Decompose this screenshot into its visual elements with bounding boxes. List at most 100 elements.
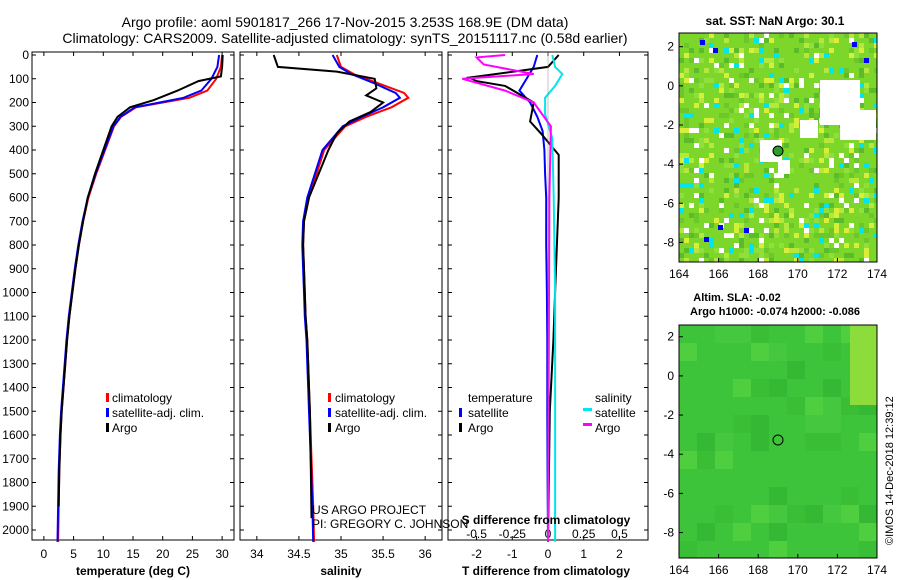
map-cell [814, 53, 819, 58]
map-cell [834, 123, 839, 128]
map-cell [814, 228, 819, 233]
legend-swatch-s-argo [583, 423, 592, 426]
map-cell [824, 133, 829, 138]
map-cell [774, 53, 779, 58]
map-cell [849, 178, 854, 183]
legend-title-temperature: temperature [468, 391, 533, 405]
blue-speck [718, 225, 723, 230]
map-cell [733, 325, 751, 343]
map-cell [759, 228, 764, 233]
salinity-xlabel: salinity [320, 564, 362, 578]
map-cell [729, 163, 734, 168]
map-cell [704, 188, 709, 193]
map-cell [839, 153, 844, 158]
map-cell [744, 73, 749, 78]
map-cell [804, 158, 809, 163]
map-cell [729, 108, 734, 113]
map-cell [744, 218, 749, 223]
map-cell [839, 68, 844, 73]
map-cell [819, 208, 824, 213]
map-cell [714, 213, 719, 218]
blue-speck [713, 48, 718, 53]
map-cell [805, 343, 823, 361]
map-cell [709, 238, 714, 243]
map-cell [809, 228, 814, 233]
map-cell [769, 113, 774, 118]
map-cell [844, 158, 849, 163]
map-cell [729, 213, 734, 218]
map-cell [689, 233, 694, 238]
map-cell [859, 83, 864, 88]
map-cell [769, 505, 787, 523]
map-cell [774, 218, 779, 223]
map-cell [794, 73, 799, 78]
map-cell [829, 253, 834, 258]
map-cell [729, 93, 734, 98]
map-cell [784, 133, 789, 138]
map-cell [769, 213, 774, 218]
map-cell [787, 397, 805, 415]
map-cell [854, 198, 859, 203]
map-cell [814, 208, 819, 213]
map-cell [759, 93, 764, 98]
map-cell [759, 63, 764, 68]
map-y-tick-label: -8 [663, 235, 674, 249]
map-cell [814, 223, 819, 228]
map-x-tick-label: 166 [709, 267, 729, 281]
map-cell [704, 118, 709, 123]
map-cell [699, 258, 704, 262]
map-cell [751, 343, 769, 361]
map-cell [799, 223, 804, 228]
map-cell [839, 163, 844, 168]
map-cell [739, 218, 744, 223]
map-cell [719, 63, 724, 68]
map-cell [754, 118, 759, 123]
map-cell [759, 248, 764, 253]
map-cell [694, 228, 699, 233]
map-cell [679, 163, 684, 168]
map-cell [774, 243, 779, 248]
map-cell [684, 33, 689, 38]
map-cell [854, 193, 859, 198]
map-cell [694, 63, 699, 68]
map-cell [684, 53, 689, 58]
map-cell [764, 218, 769, 223]
map-cell [699, 198, 704, 203]
depth-tick-label: 1500 [2, 404, 29, 418]
map-cell [814, 163, 819, 168]
map-cell [729, 78, 734, 83]
map-cell [824, 148, 829, 153]
map-cell [769, 123, 774, 128]
map-cell [734, 163, 739, 168]
map-cell [689, 73, 694, 78]
map-cell [769, 178, 774, 183]
map-cell [809, 173, 814, 178]
map-cell [734, 193, 739, 198]
map-cell [724, 193, 729, 198]
map-cell [724, 48, 729, 53]
map-cell [784, 188, 789, 193]
map-cell [684, 133, 689, 138]
map-cell [829, 228, 834, 233]
map-cell [729, 173, 734, 178]
map-cell [769, 233, 774, 238]
map-cell [774, 73, 779, 78]
map-cell [809, 258, 814, 262]
map-cell [684, 108, 689, 113]
map-cell [864, 88, 869, 93]
map-cell [823, 343, 841, 361]
map-cell [844, 243, 849, 248]
map-cell [804, 98, 809, 103]
depth-tick-label: 0 [22, 48, 29, 62]
map-cell [774, 173, 779, 178]
map-cell [824, 203, 829, 208]
map-cell [749, 208, 754, 213]
map-cell [694, 78, 699, 83]
s-tick-label: 0.25 [572, 527, 596, 541]
map-cell [804, 103, 809, 108]
map-cell [744, 248, 749, 253]
map-cell [709, 48, 714, 53]
map-x-tick-label: 172 [827, 563, 847, 577]
map-cell [784, 213, 789, 218]
s-difference-label: S difference from climatology [462, 513, 631, 527]
